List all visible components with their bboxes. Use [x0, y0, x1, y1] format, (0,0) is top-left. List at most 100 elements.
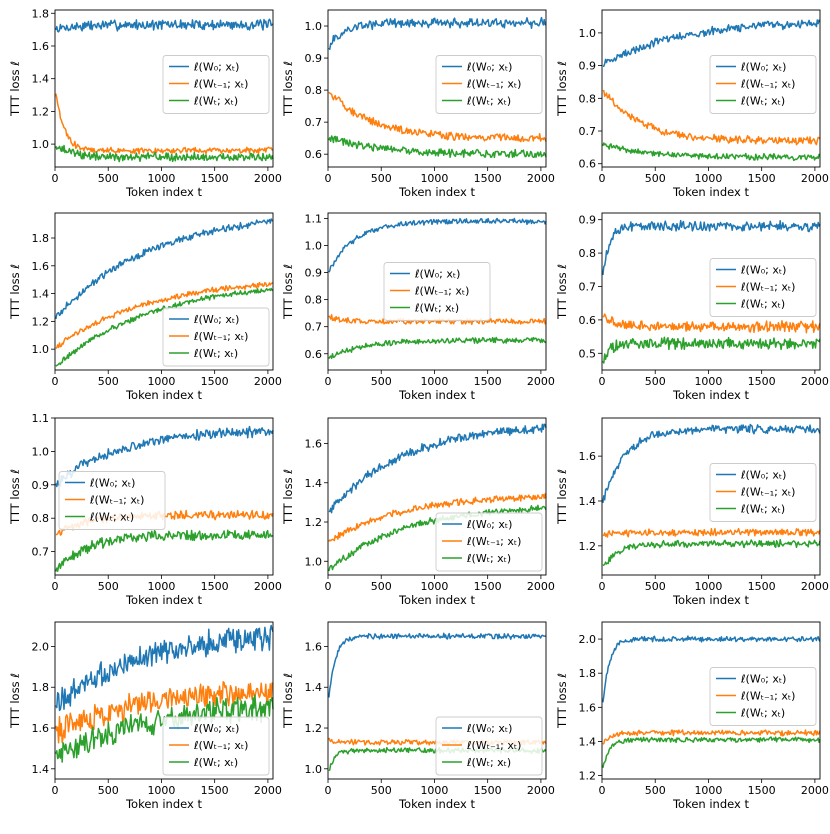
- y-tick-label: 1.0: [305, 239, 323, 252]
- legend-entry: ℓ(W₀; xₜ): [740, 61, 786, 74]
- y-tick-label: 1.4: [305, 681, 323, 694]
- legend-box: [709, 667, 817, 726]
- x-tick-label: 500: [645, 784, 666, 797]
- x-axis-label: Token index t: [398, 797, 475, 811]
- y-tick-label: 0.5: [579, 347, 597, 360]
- series-line: [602, 313, 821, 334]
- x-tick-label: 1000: [147, 375, 175, 388]
- legend-entry: ℓ(Wₜ; xₜ): [740, 298, 785, 311]
- x-tick-label: 0: [52, 375, 59, 388]
- legend-entry: ℓ(W₀; xₜ): [193, 722, 239, 735]
- legend-entry: ℓ(Wₜ₋₁; xₜ): [740, 281, 795, 294]
- y-axis-label: TTT loss ℓ: [555, 673, 569, 729]
- legend-entry: ℓ(W₀; xₜ): [89, 477, 135, 490]
- series-line: [55, 287, 274, 367]
- y-tick-label: 1.6: [32, 40, 50, 53]
- y-tick-label: 1.6: [305, 438, 323, 451]
- legend-entry: ℓ(Wₜ₋₁; xₜ): [193, 330, 248, 343]
- axes-frame: [601, 417, 821, 576]
- y-tick-label: 0.6: [305, 148, 323, 161]
- axes-frame: [54, 417, 274, 576]
- y-tick-label: 1.4: [579, 735, 597, 748]
- x-tick-label: 500: [98, 580, 119, 593]
- x-tick-label: 1500: [748, 784, 776, 797]
- x-tick-label: 1000: [694, 172, 722, 185]
- x-tick-label: 1500: [474, 375, 502, 388]
- y-tick-label: 1.1: [305, 212, 323, 225]
- axes-frame: [601, 212, 821, 371]
- x-tick-label: 500: [645, 580, 666, 593]
- y-tick-label: 1.2: [32, 105, 50, 118]
- legend: ℓ(W₀; xₜ) ℓ(Wₜ₋₁; xₜ) ℓ(Wₜ; xₜ): [709, 463, 817, 522]
- chart-panel-8: 0 500 1000 1500 2000 1.0 1.2 1.4 1.6 Token index …: [281, 417, 555, 607]
- series-line: [328, 217, 547, 273]
- legend-entry: ℓ(W₀; xₜ): [466, 722, 512, 735]
- x-axis-label: Token index t: [125, 797, 202, 811]
- legend-entry: ℓ(Wₜ₋₁; xₜ): [466, 78, 521, 91]
- series-line: [602, 527, 821, 538]
- chart-panel-12: 0 500 1000 1500 2000 1.2 1.4 1.6 1.8 2.0 Token ind…: [555, 621, 829, 811]
- y-tick-label: 0.8: [579, 247, 597, 260]
- x-axis-label: Token index t: [398, 388, 475, 402]
- x-tick-label: 1500: [201, 580, 229, 593]
- x-tick-label: 2000: [527, 375, 555, 388]
- legend: ℓ(W₀; xₜ) ℓ(Wₜ₋₁; xₜ) ℓ(Wₜ; xₜ): [709, 55, 817, 114]
- legend-entry: ℓ(W₀; xₜ): [740, 264, 786, 277]
- legend-entry: ℓ(Wₜ; xₜ): [193, 756, 238, 769]
- x-tick-label: 1000: [147, 172, 175, 185]
- legend: ℓ(W₀; xₜ) ℓ(Wₜ₋₁; xₜ) ℓ(Wₜ; xₜ): [435, 716, 543, 776]
- x-tick-label: 0: [325, 172, 332, 185]
- series-line: [328, 16, 547, 51]
- legend: ℓ(W₀; xₜ) ℓ(Wₜ₋₁; xₜ) ℓ(Wₜ; xₜ): [709, 258, 817, 317]
- axes-frame: [54, 621, 274, 780]
- chart-panel-7: 0 500 1000 1500 2000 0.7 0.8 0.9 1.0 1.1 Token ind…: [8, 412, 282, 607]
- x-tick-label: 1000: [694, 580, 722, 593]
- x-tick-label: 1000: [420, 375, 448, 388]
- y-tick-label: 1.1: [32, 412, 50, 425]
- x-tick-label: 2000: [527, 580, 555, 593]
- legend-entry: ℓ(Wₜ; xₜ): [740, 707, 785, 720]
- y-tick-label: 0.9: [32, 479, 50, 492]
- y-axis-label: TTT loss ℓ: [8, 673, 22, 729]
- y-tick-label: 1.2: [32, 315, 50, 328]
- axes-frame: [54, 212, 274, 371]
- legend: ℓ(W₀; xₜ) ℓ(Wₜ₋₁; xₜ) ℓ(Wₜ; xₜ): [435, 512, 543, 572]
- y-tick-label: 0.7: [305, 321, 323, 334]
- x-tick-label: 1500: [201, 784, 229, 797]
- x-tick-label: 0: [325, 580, 332, 593]
- series-line: [55, 18, 274, 33]
- series-line: [328, 423, 547, 514]
- legend-entry: ℓ(W₀; xₜ): [740, 469, 786, 482]
- y-axis-label: TTT loss ℓ: [555, 61, 569, 117]
- legend-entry: ℓ(W₀; xₜ): [193, 61, 239, 74]
- x-tick-label: 1500: [748, 375, 776, 388]
- x-axis-label: Token index t: [125, 593, 202, 607]
- legend-box: [435, 512, 543, 572]
- legend-entry: ℓ(Wₜ; xₜ): [466, 95, 511, 108]
- legend-entry: ℓ(Wₜ; xₜ): [740, 503, 785, 516]
- y-axis-label: TTT loss ℓ: [281, 61, 295, 117]
- legend: ℓ(W₀; xₜ) ℓ(Wₜ₋₁; xₜ) ℓ(Wₜ; xₜ): [383, 262, 491, 321]
- x-tick-label: 0: [325, 784, 332, 797]
- y-tick-label: 1.0: [305, 763, 323, 776]
- x-tick-label: 0: [325, 375, 332, 388]
- legend-entry: ℓ(W₀; xₜ): [414, 268, 460, 281]
- axes-frame: [327, 417, 547, 576]
- y-tick-label: 1.2: [579, 770, 597, 783]
- legend-box: [383, 262, 491, 321]
- y-tick-label: 1.6: [305, 640, 323, 653]
- legend-box: [435, 716, 543, 776]
- y-tick-label: 1.0: [32, 445, 50, 458]
- y-tick-label: 1.0: [305, 20, 323, 33]
- series-line: [328, 632, 547, 698]
- y-tick-label: 0.8: [579, 92, 597, 105]
- y-axis-label: TTT loss ℓ: [281, 264, 295, 320]
- x-tick-label: 0: [599, 580, 606, 593]
- x-tick-label: 2000: [527, 784, 555, 797]
- y-tick-label: 0.7: [305, 116, 323, 129]
- y-tick-label: 1.4: [579, 495, 597, 508]
- x-axis-label: Token index t: [672, 388, 749, 402]
- series-line: [55, 681, 274, 744]
- series-line: [55, 93, 274, 155]
- y-tick-label: 1.8: [32, 7, 50, 20]
